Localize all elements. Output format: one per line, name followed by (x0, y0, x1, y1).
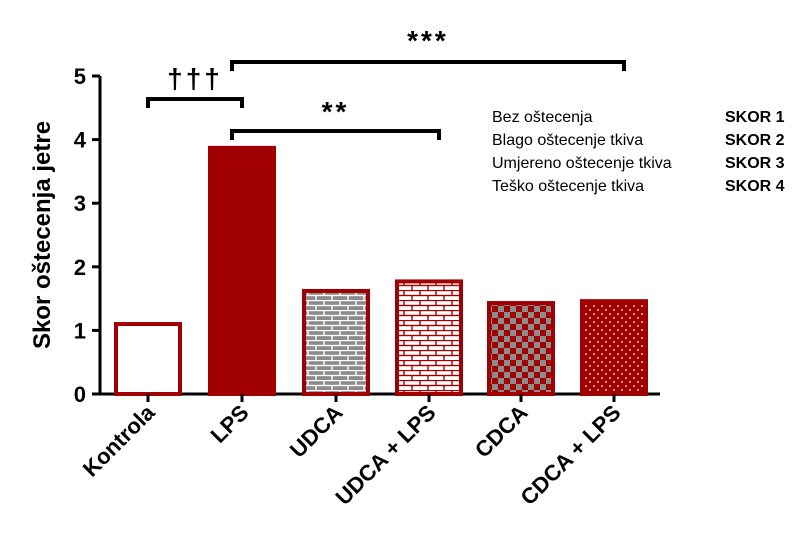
bar-cdca (487, 301, 555, 396)
y-tick-label: 1 (74, 318, 86, 343)
legend: Bez oštecenja SKOR 1 Blago oštecenje tkiva… (492, 109, 785, 195)
bar-kontrola (114, 322, 182, 397)
x-tick-label: CDCA + LPS (516, 400, 626, 510)
bar-udca (302, 288, 370, 396)
significance-label: *** (407, 25, 449, 56)
x-tick-label: UDCA (285, 400, 348, 463)
y-tick-label: 3 (74, 191, 86, 216)
significance-label: ** (322, 96, 350, 127)
x-tick-label: CDCA (470, 400, 533, 463)
legend-score: SKOR 3 (725, 155, 785, 172)
bar-udca-lps (395, 279, 463, 397)
y-axis-label: Skor oštecenja jetre (29, 121, 56, 349)
x-tick-label: LPS (206, 400, 254, 448)
legend-description: Teško oštecenje tkiva (492, 178, 644, 195)
x-tick-label: Kontrola (78, 399, 160, 481)
y-tick-label: 4 (74, 128, 87, 153)
legend-score: SKOR 2 (725, 132, 785, 149)
legend-score: SKOR 1 (725, 109, 785, 126)
legend-description: Bez oštecenja (492, 109, 593, 126)
significance-label: ††† (167, 63, 223, 94)
legend-description: Blago oštecenje tkiva (492, 132, 643, 149)
y-tick-label: 2 (74, 255, 86, 280)
legend-description: Umjereno oštecenje tkiva (492, 155, 672, 172)
y-tick-label: 5 (74, 64, 86, 89)
bar-lps (208, 145, 276, 396)
significance-bracket (146, 97, 244, 108)
x-tick-label: UDCA + LPS (331, 400, 441, 510)
legend-score: SKOR 4 (725, 178, 785, 195)
significance-bracket (230, 129, 441, 140)
significance-bracket (230, 60, 626, 71)
y-tick-label: 0 (74, 382, 86, 407)
bar-cdca-lps (580, 299, 648, 397)
